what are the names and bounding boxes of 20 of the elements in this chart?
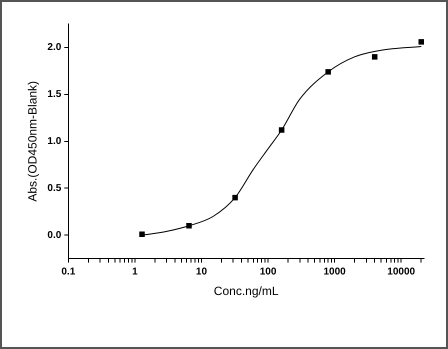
y-tick-label: 2.0: [47, 42, 62, 54]
y-tick-label: 0.5: [47, 182, 62, 194]
x-tick-label: 10000: [387, 266, 416, 278]
y-tick-label: 1.5: [47, 89, 62, 100]
point: [139, 231, 145, 237]
point: [278, 127, 284, 133]
x-axis-title: Conc.ng/mL: [214, 284, 279, 298]
x-tick-label: 0.1: [61, 266, 76, 278]
x-tick-label: 100: [260, 266, 277, 278]
y-tick-label: 1.0: [47, 136, 62, 148]
y-axis-title: Abs.(OD450nm-Blank): [26, 80, 40, 202]
x-tick-label: 10: [196, 266, 208, 278]
x-tick-label: 1000: [323, 266, 346, 278]
point: [372, 54, 378, 60]
y-tick-label: 0.0: [47, 230, 62, 241]
x-tick-label: 1: [132, 266, 138, 278]
point: [186, 222, 192, 229]
point: [232, 194, 238, 200]
point: [418, 39, 424, 45]
point: [325, 69, 331, 75]
